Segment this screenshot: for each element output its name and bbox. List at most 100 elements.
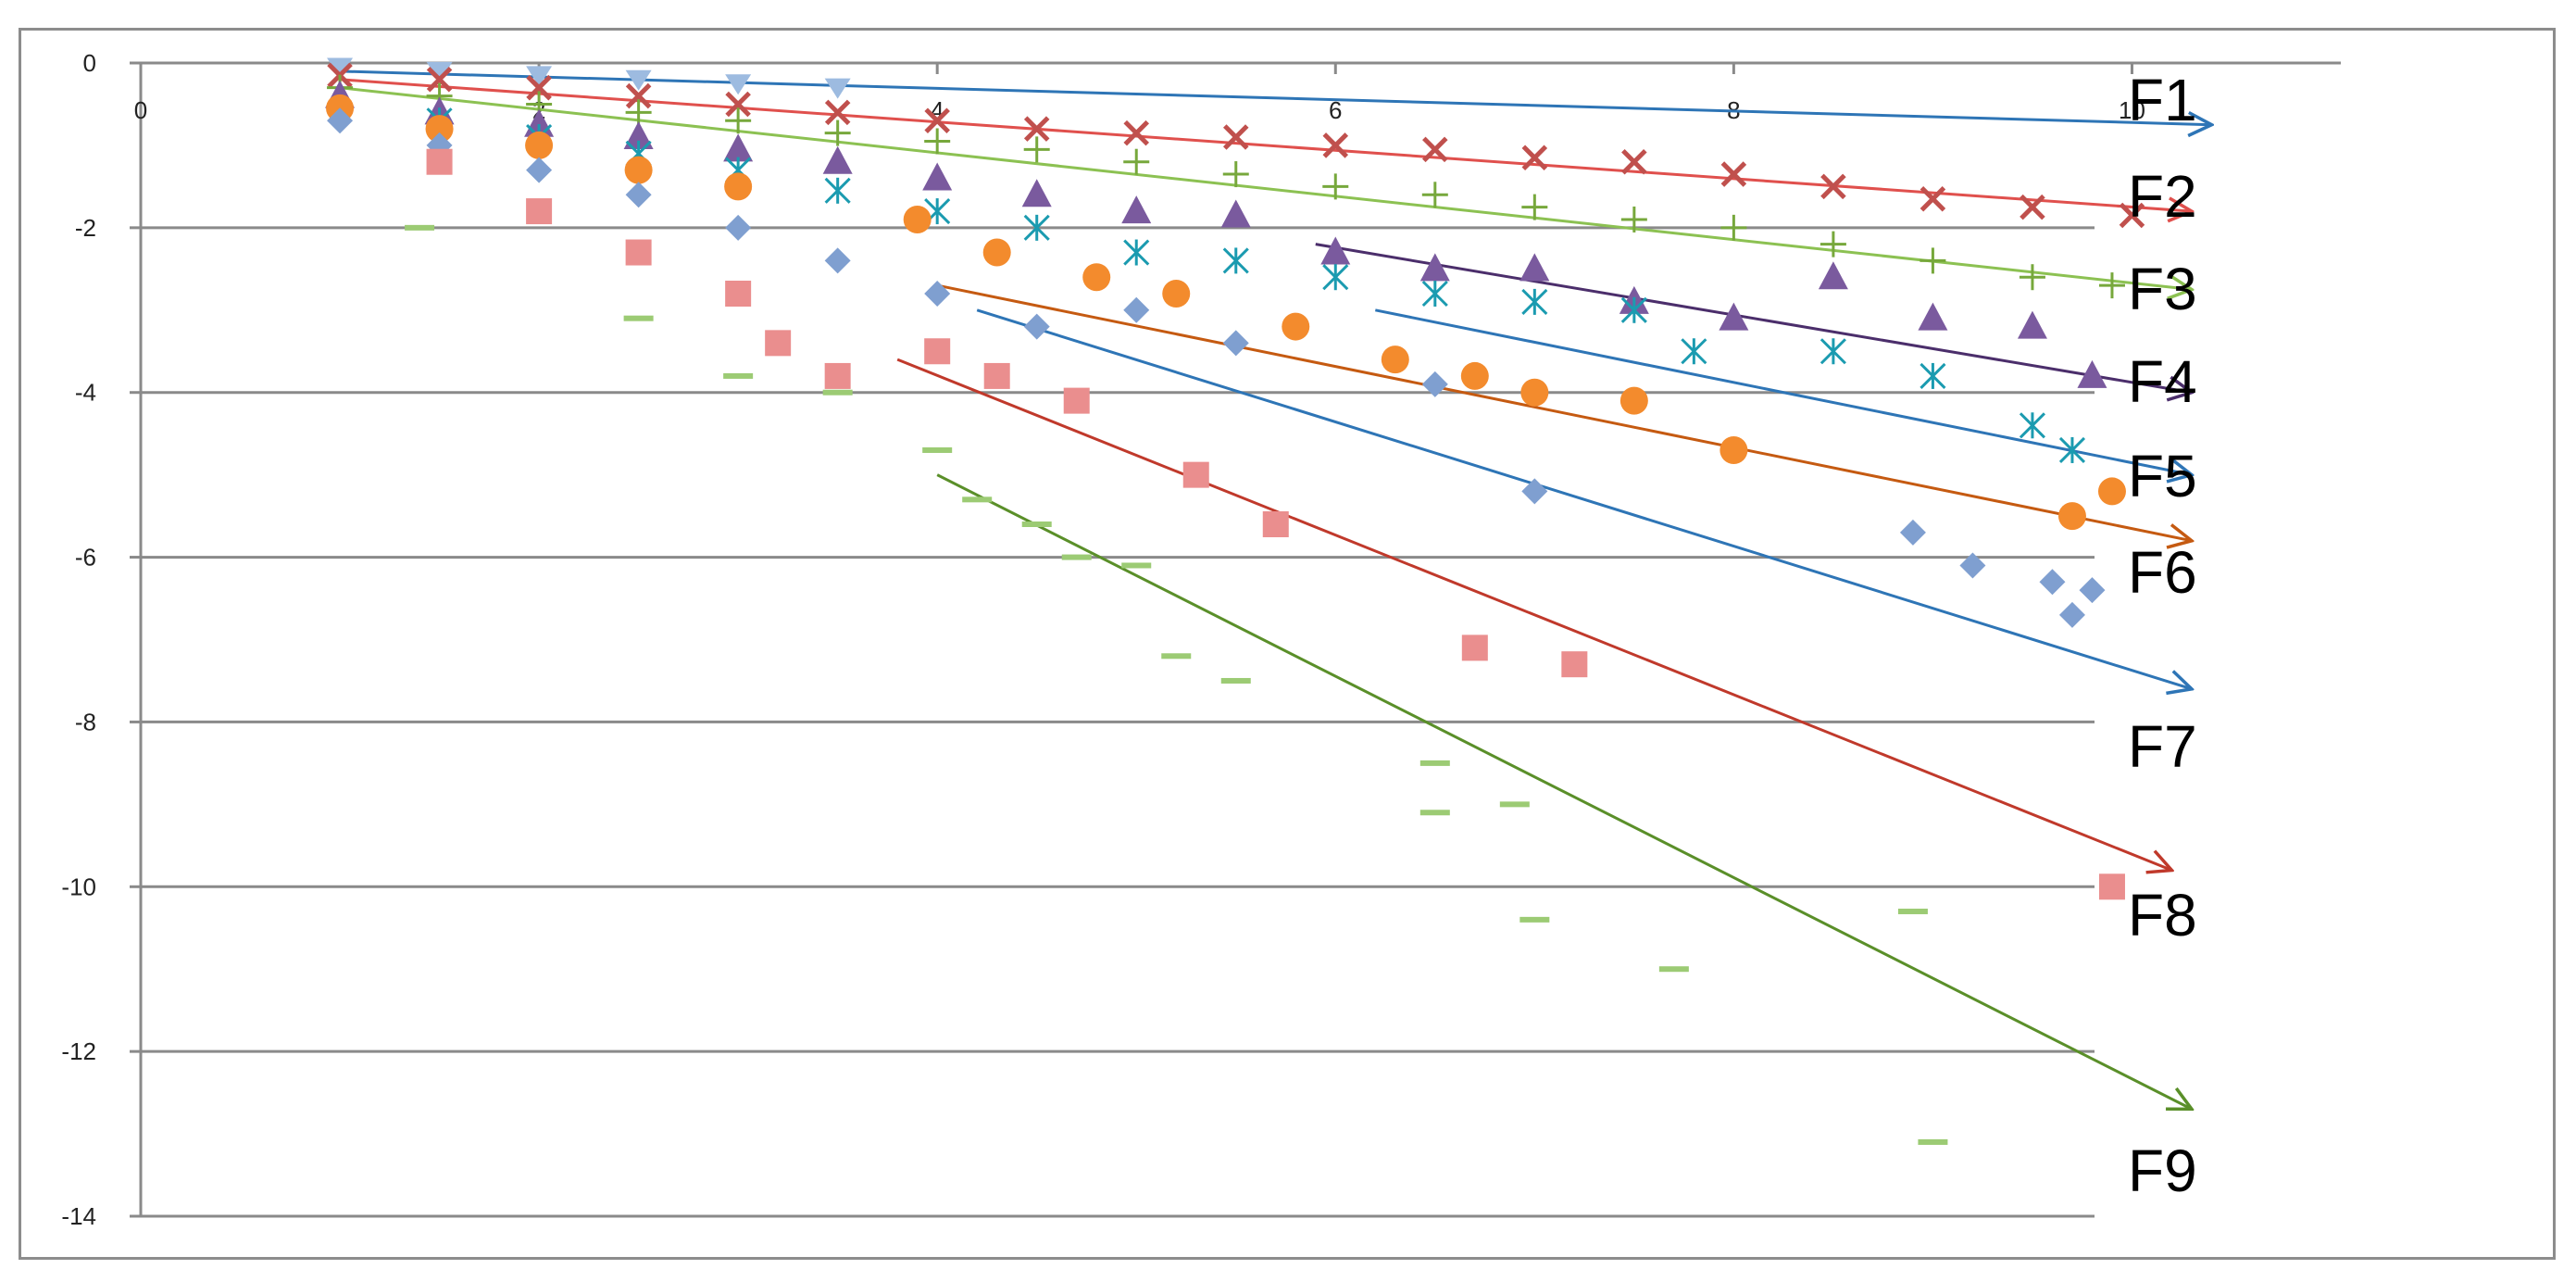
x-tick-label: 0 [134, 96, 147, 124]
point-f7 [2039, 569, 2066, 596]
point-f4 [1419, 253, 1450, 282]
point-f3 [1521, 194, 1548, 220]
point-f6 [1282, 312, 1310, 341]
point-f9 [1220, 677, 1251, 684]
marker-stroke [2020, 194, 2045, 220]
point-f3 [1222, 161, 1249, 188]
x-tick-label: 10 [2119, 96, 2145, 124]
point-f9 [405, 224, 435, 231]
point-f7 [824, 247, 851, 274]
point-f5 [1222, 247, 1249, 274]
series-label-f1: F1 [2128, 67, 2197, 133]
marker-stroke [1123, 119, 1150, 146]
point-f4 [623, 121, 654, 150]
point-f4 [1719, 302, 1749, 331]
point-f7 [924, 281, 951, 307]
marker-stroke [1222, 124, 1249, 150]
point-f9 [962, 496, 993, 503]
point-f5 [1421, 280, 1448, 308]
marker-stroke [1720, 161, 1747, 187]
point-f6 [1162, 280, 1191, 308]
point-f9 [822, 389, 853, 396]
point-f4 [1021, 179, 1052, 207]
trend-line-f9 [936, 473, 2192, 1110]
point-f3 [1322, 173, 1349, 200]
point-f8 [983, 362, 1010, 389]
point-f4 [922, 162, 953, 191]
trend-line-f8 [896, 358, 2171, 870]
point-f5 [1023, 214, 1050, 241]
marker-stroke [526, 74, 552, 101]
point-f5 [1919, 362, 1946, 389]
y-tick-label: -10 [61, 873, 96, 900]
point-f9 [1499, 801, 1530, 808]
point-f2 [426, 67, 453, 93]
point-f2 [924, 107, 950, 134]
point-f6 [425, 115, 454, 144]
point-f7 [2058, 601, 2085, 628]
point-f5 [824, 177, 851, 204]
trend-line-f2 [339, 78, 2192, 211]
point-f7 [1959, 552, 1986, 579]
point-f2 [1820, 173, 1846, 200]
point-f6 [2057, 502, 2086, 531]
point-f9 [623, 315, 654, 321]
point-f1 [327, 57, 354, 79]
point-f7 [725, 214, 752, 241]
point-f6 [903, 205, 932, 233]
series-label-f5: F5 [2128, 443, 2197, 509]
point-f2 [1521, 144, 1548, 171]
point-f9 [1658, 966, 1689, 973]
point-f6 [724, 172, 753, 201]
y-tick-label: -2 [75, 214, 96, 242]
point-f8 [765, 330, 792, 357]
point-f2 [1222, 124, 1249, 150]
axes: 0-2-4-6-8-10-12-140246810 [61, 49, 2341, 1230]
x-tick-label: 6 [1329, 96, 1342, 124]
point-f3 [1123, 148, 1150, 175]
trend-line-f4 [1315, 243, 2192, 393]
marker-stroke [1820, 173, 1846, 200]
point-f5 [1819, 338, 1846, 365]
point-f4 [723, 133, 754, 162]
point-f2 [725, 91, 751, 118]
point-f9 [1419, 810, 1450, 816]
point-f2 [824, 99, 851, 126]
y-tick-label: -8 [75, 708, 96, 735]
point-f1 [625, 69, 652, 91]
marker-stroke [2119, 202, 2145, 229]
point-f2 [2119, 202, 2145, 229]
point-f5 [2019, 412, 2046, 439]
point-f8 [625, 239, 652, 266]
point-f9 [1021, 521, 1052, 527]
trend-line-f1 [340, 69, 2211, 125]
point-f2 [1123, 119, 1150, 146]
point-f7 [1123, 296, 1150, 323]
y-tick-label: 0 [83, 49, 96, 77]
point-f9 [922, 446, 953, 453]
point-f3 [924, 128, 951, 155]
point-f3 [1919, 247, 1946, 274]
point-f9 [1121, 562, 1152, 569]
point-f2 [1422, 136, 1448, 163]
point-f9 [1918, 1138, 1948, 1145]
trend-line-f5 [1374, 308, 2192, 475]
marker-stroke [1322, 132, 1349, 158]
y-tick-label: -12 [61, 1037, 96, 1065]
point-f8 [1063, 387, 1090, 414]
point-f9 [1061, 554, 1092, 560]
point-f5 [1681, 338, 1707, 365]
point-f1 [426, 61, 453, 82]
point-f7 [1899, 519, 1926, 546]
point-f3 [1421, 182, 1448, 208]
series-label-f8: F8 [2128, 882, 2197, 949]
point-f4 [1818, 261, 1848, 290]
point-f6 [525, 131, 554, 159]
point-f8 [1262, 511, 1289, 537]
point-f1 [824, 78, 851, 99]
point-f4 [1121, 195, 1152, 224]
marker-stroke [725, 91, 751, 118]
marker-stroke [1422, 136, 1448, 163]
point-f8 [2098, 873, 2125, 900]
point-f7 [526, 157, 553, 183]
